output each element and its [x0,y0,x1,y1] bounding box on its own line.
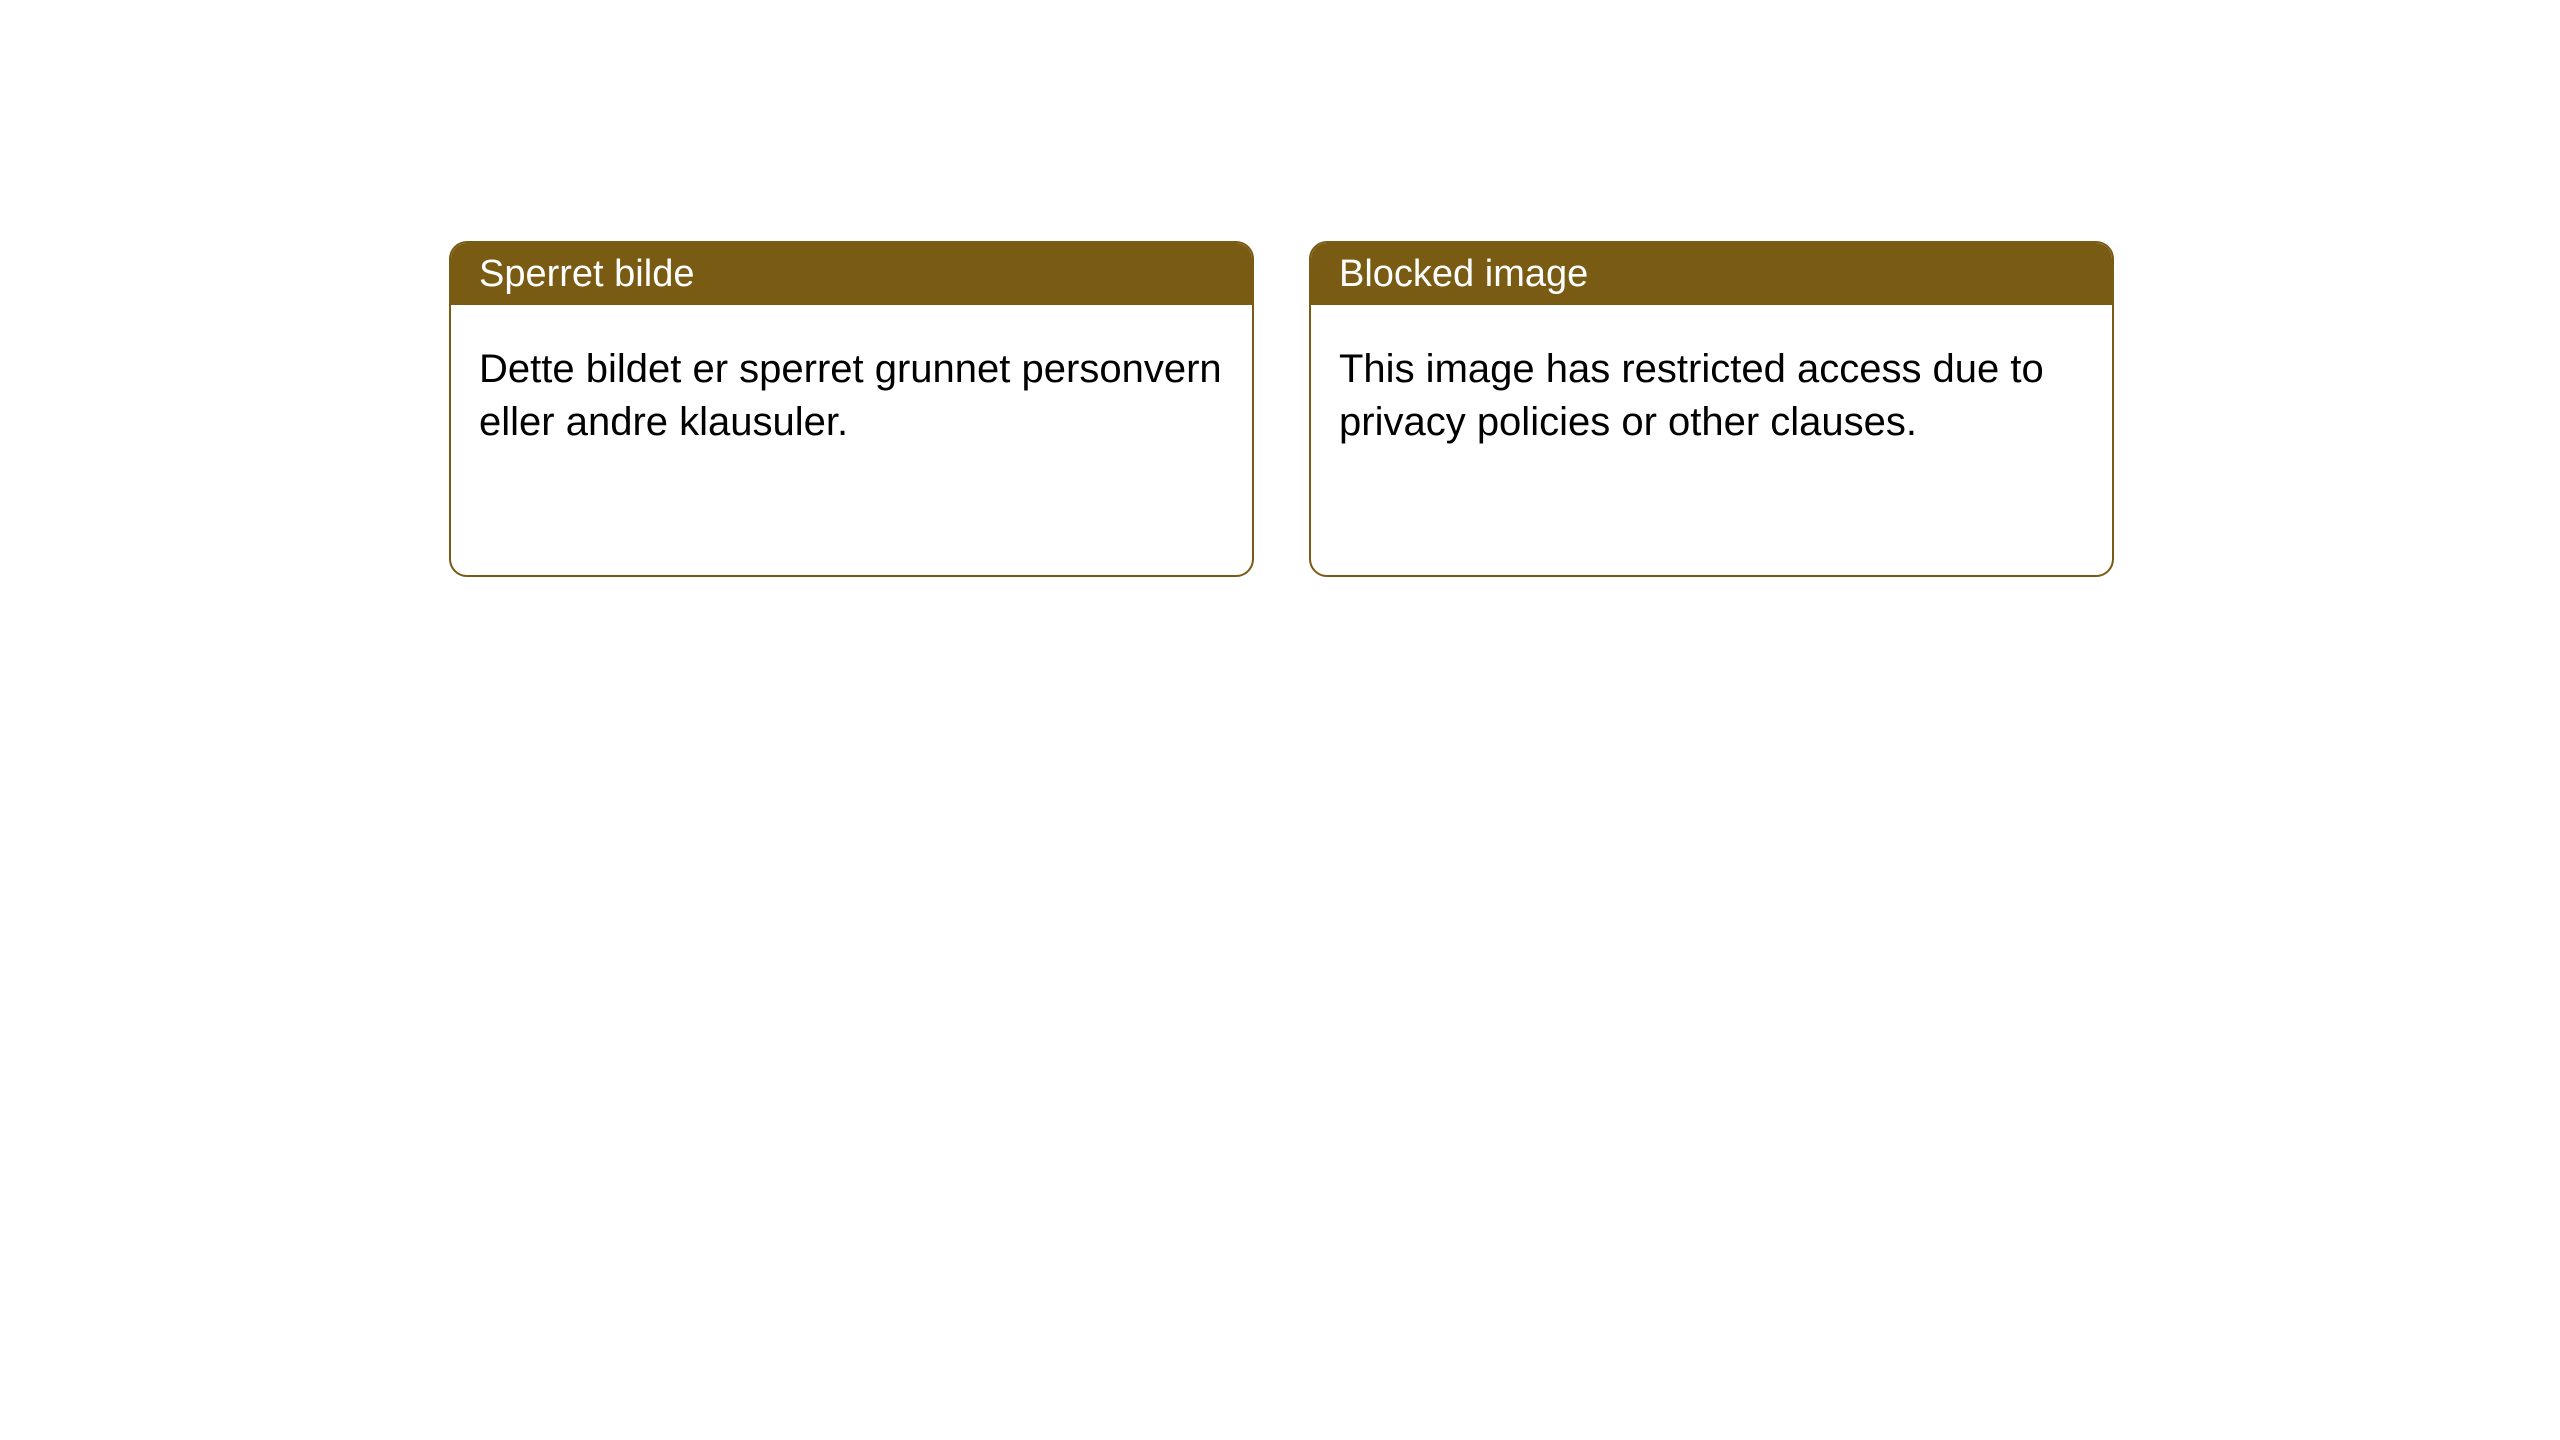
notice-body: This image has restricted access due to … [1311,305,2112,487]
notice-card-english: Blocked image This image has restricted … [1309,241,2114,577]
notice-message: Dette bildet er sperret grunnet personve… [479,347,1222,444]
notice-message: This image has restricted access due to … [1339,347,2044,444]
notice-card-norwegian: Sperret bilde Dette bildet er sperret gr… [449,241,1254,577]
notice-header: Blocked image [1311,243,2112,305]
notice-cards-container: Sperret bilde Dette bildet er sperret gr… [0,0,2560,577]
notice-body: Dette bildet er sperret grunnet personve… [451,305,1252,487]
notice-title: Blocked image [1339,253,1588,296]
notice-header: Sperret bilde [451,243,1252,305]
notice-title: Sperret bilde [479,253,694,296]
